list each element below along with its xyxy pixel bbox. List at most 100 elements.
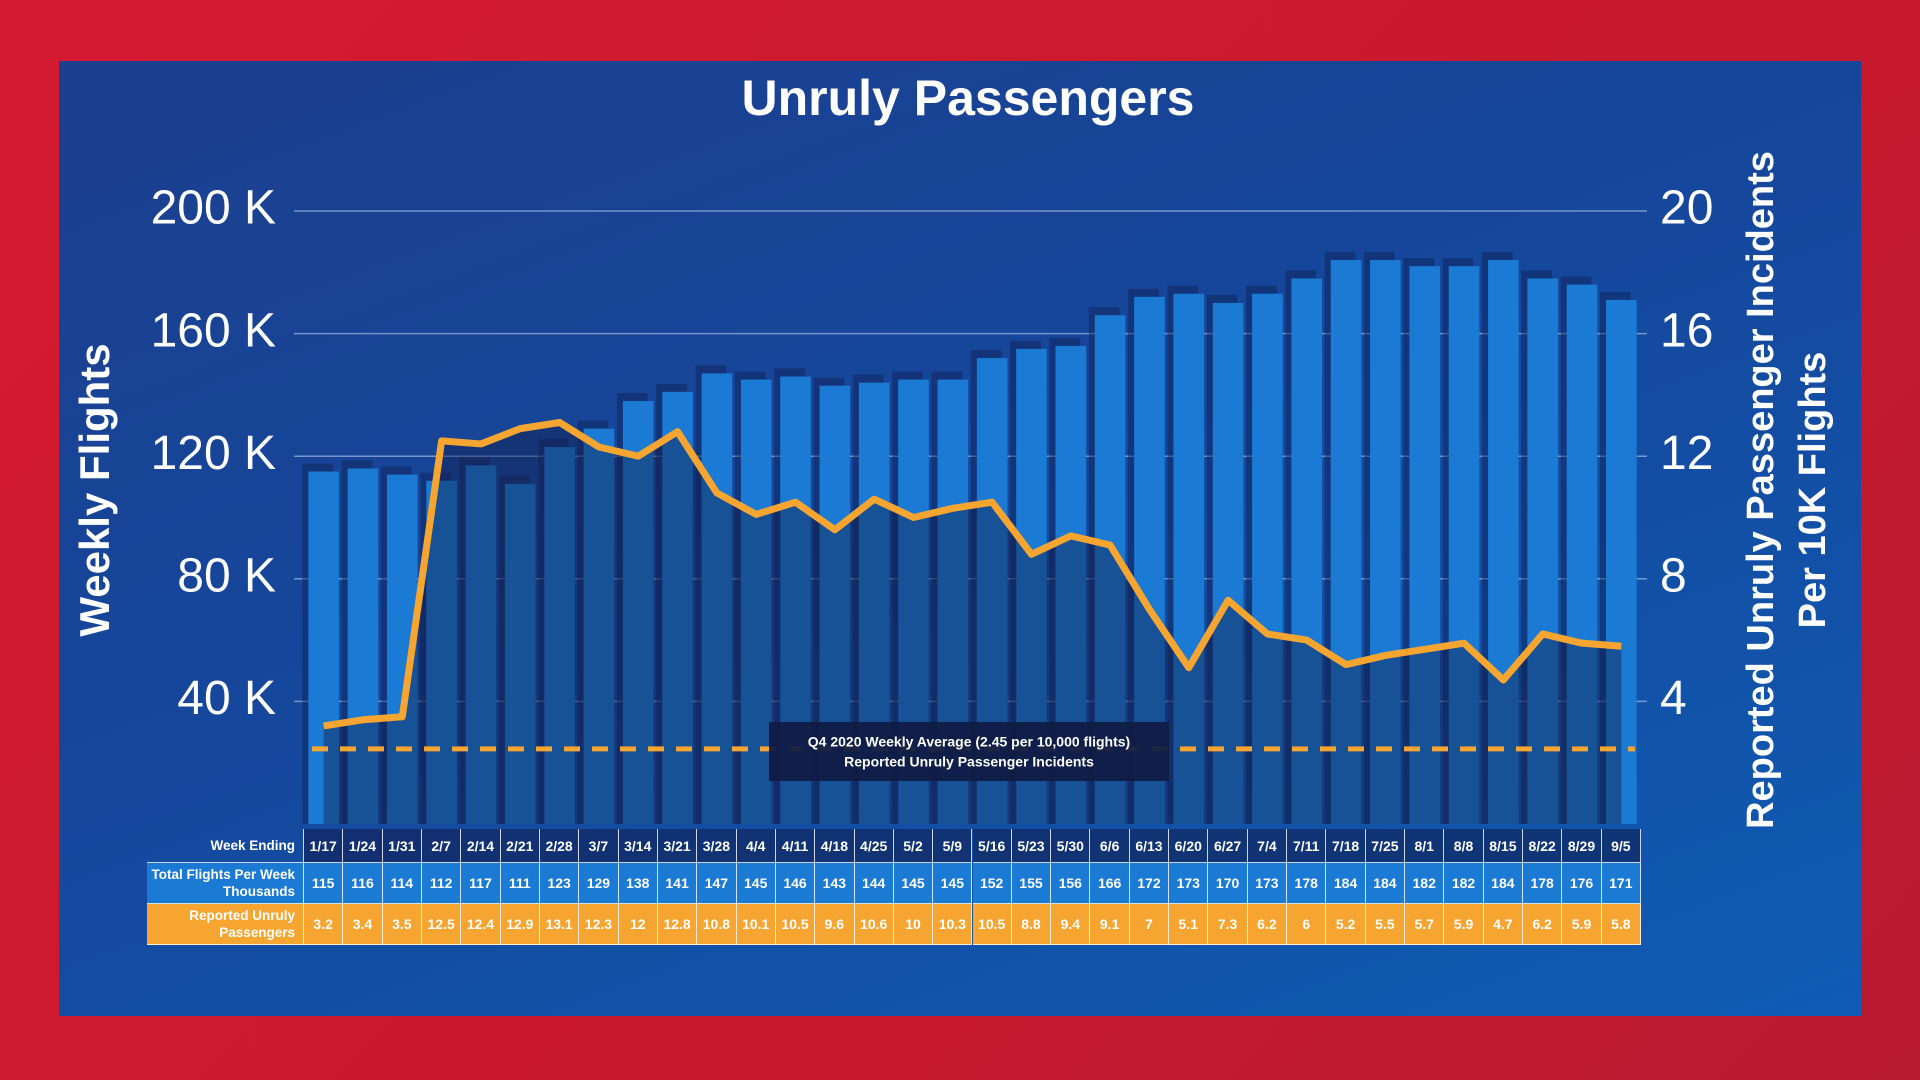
- x-tick-label: 8/1: [1405, 829, 1445, 863]
- line: [323, 418, 1622, 730]
- data-label: 117: [461, 863, 501, 904]
- data-label: 145: [893, 863, 934, 904]
- y2-tick-label: 16: [1660, 304, 1713, 357]
- data-label: 152: [972, 863, 1012, 904]
- y-tick-label: 80 K: [177, 549, 276, 602]
- x-tick-label: 2/7: [421, 829, 462, 863]
- data-label: 115: [304, 863, 344, 904]
- data-label: 7.3: [1208, 904, 1248, 945]
- y2-tick-label: 12: [1660, 427, 1713, 480]
- x-tick-label: 2/14: [461, 829, 501, 863]
- x-tick-label: 3/14: [618, 829, 658, 863]
- x-tick-label: 6/6: [1090, 829, 1130, 863]
- data-label: 116: [343, 863, 383, 904]
- bar: [1291, 278, 1323, 824]
- x-tick-label: 3/28: [697, 829, 737, 863]
- bar: [1173, 293, 1205, 824]
- data-label: 156: [1051, 863, 1091, 904]
- x-tick-label: 4/18: [815, 829, 855, 863]
- data-label: 111: [500, 863, 540, 904]
- y2-axis-title: Reported Unruly Passenger Incidents: [1740, 151, 1782, 829]
- x-tick-label: 6/27: [1208, 829, 1248, 863]
- x-tick-label: 8/15: [1483, 829, 1524, 863]
- data-label: 178: [1287, 863, 1327, 904]
- data-label: 6.2: [1247, 904, 1288, 945]
- y2-tick-label: 4: [1660, 672, 1687, 725]
- y2-tick-label: 20: [1660, 182, 1713, 235]
- y-axis-title: Weekly Flights: [71, 343, 118, 636]
- bar: [662, 391, 693, 824]
- x-tick-label: 6/13: [1129, 829, 1170, 863]
- data-label: 141: [657, 863, 698, 904]
- x-tick-label: 9/5: [1601, 829, 1641, 863]
- annotation: Q4 2020 Weekly Average (2.45 per 10,000 …: [808, 734, 1130, 750]
- x-tick-label: 7/11: [1287, 829, 1327, 863]
- x-tick-label: 2/28: [539, 829, 580, 863]
- x-tick-label: 4/25: [854, 829, 894, 863]
- data-label: 8.8: [1011, 904, 1052, 945]
- data-label: 6.2: [1523, 904, 1563, 945]
- data-label: 9.4: [1051, 904, 1091, 945]
- data-label: 10.8: [697, 904, 737, 945]
- data-label: 182: [1444, 863, 1484, 904]
- x-tick-label: 8/22: [1523, 829, 1563, 863]
- bar: [1212, 302, 1244, 824]
- line-shade: [323, 422, 1622, 824]
- data-label: 172: [1129, 863, 1170, 904]
- data-label: 5.9: [1562, 904, 1602, 945]
- data-label: 10.5: [972, 904, 1012, 945]
- data-label: 5.5: [1365, 904, 1406, 945]
- y2-tick-label: 8: [1660, 549, 1687, 602]
- data-label: 12: [618, 904, 658, 945]
- data-label: 173: [1169, 863, 1209, 904]
- data-label: 12.5: [421, 904, 462, 945]
- data-label: 10.3: [933, 904, 973, 945]
- bar: [1448, 266, 1480, 824]
- data-label: 184: [1326, 863, 1366, 904]
- data-label: 170: [1208, 863, 1248, 904]
- x-tick-label: 1/31: [382, 829, 422, 863]
- x-tick-label: 4/11: [775, 829, 816, 863]
- x-tick-label: 1/24: [343, 829, 383, 863]
- data-label: 6: [1287, 904, 1327, 945]
- data-label: 171: [1601, 863, 1641, 904]
- x-tick-label: 6/20: [1169, 829, 1209, 863]
- data-label: 182: [1405, 863, 1445, 904]
- data-label: 173: [1247, 863, 1288, 904]
- x-tick-label: 3/21: [657, 829, 698, 863]
- data-label: 184: [1483, 863, 1524, 904]
- x-tick-label: 1/17: [304, 829, 344, 863]
- data-label: 145: [933, 863, 973, 904]
- data-label: 10: [893, 904, 934, 945]
- data-label: 10.5: [775, 904, 816, 945]
- bar: [426, 480, 457, 824]
- data-label: 13.1: [539, 904, 580, 945]
- row-label: Reported Unruly Passengers: [147, 904, 304, 945]
- bar: [544, 447, 575, 824]
- x-tick-label: 5/16: [972, 829, 1012, 863]
- bar: [1527, 278, 1559, 824]
- data-label: 12.3: [579, 904, 619, 945]
- bar: [1252, 293, 1283, 824]
- bar: [347, 468, 379, 824]
- y-tick-label: 120 K: [151, 427, 276, 480]
- data-label: 3.5: [382, 904, 422, 945]
- row-label: Total Flights Per Week Thousands: [147, 863, 304, 904]
- y-tick-label: 160 K: [151, 304, 276, 357]
- data-label: 143: [815, 863, 855, 904]
- bar: [1330, 260, 1362, 824]
- data-label: 166: [1090, 863, 1130, 904]
- data-label: 5.7: [1405, 904, 1445, 945]
- x-tick-label: 4/4: [736, 829, 776, 863]
- data-label: 146: [775, 863, 816, 904]
- data-label: 147: [697, 863, 737, 904]
- x-tick-label: 5/2: [893, 829, 934, 863]
- data-label: 12.9: [500, 904, 540, 945]
- data-label: 10.1: [736, 904, 776, 945]
- data-label: 5.8: [1601, 904, 1641, 945]
- x-tick-label: 8/29: [1562, 829, 1602, 863]
- y-tick-label: 200 K: [151, 182, 276, 235]
- bar: [583, 428, 615, 824]
